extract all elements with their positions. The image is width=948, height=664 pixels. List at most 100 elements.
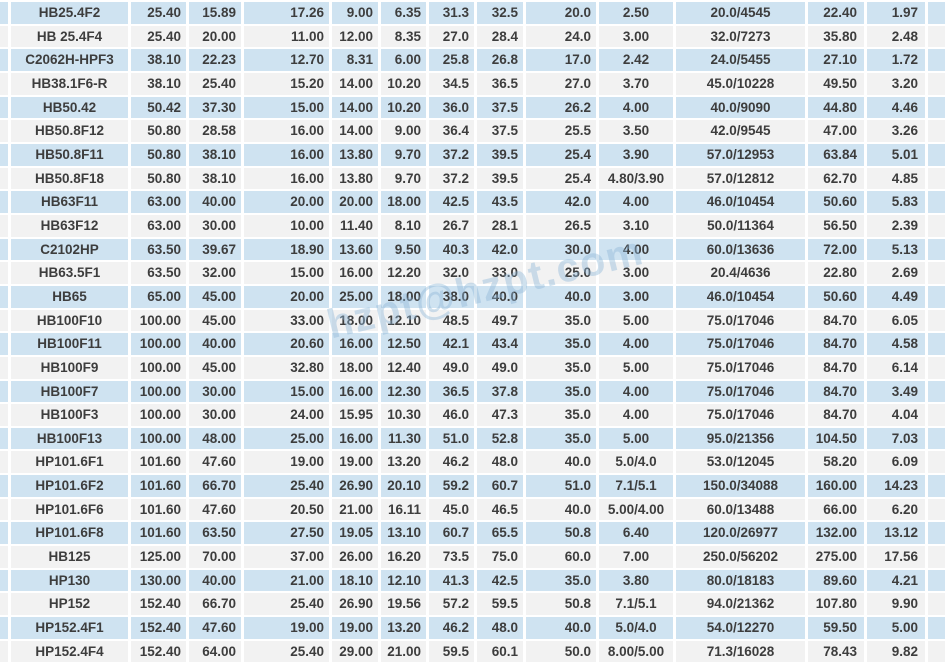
value-cell: 6.20: [867, 498, 925, 521]
table-row: HP130 130.00 40.00 21.00 18.10 12.10 41.3 42.5 3…: [0, 569, 945, 592]
table-row: HB100F9 100.00 45.00 32.80 18.00 12.40 49.0 49.…: [0, 356, 945, 379]
value-cell: 3.90: [599, 143, 673, 166]
value-cell: 152.40: [131, 617, 186, 639]
value-cell: 36.0: [429, 96, 474, 119]
value-cell: 16.00: [332, 380, 378, 403]
value-cell: 4.46: [867, 96, 925, 119]
value-cell: 42.0: [477, 238, 523, 261]
value-cell: 101.60: [131, 522, 186, 545]
value-cell: 3.26: [867, 120, 925, 142]
value-cell: 57.0/12953: [676, 143, 805, 166]
value-cell: 4.00: [599, 238, 673, 261]
cropped-right-cell: [928, 427, 945, 450]
value-cell: 4.80/3.90: [599, 167, 673, 190]
value-cell: 20.0: [526, 2, 596, 24]
value-cell: 26.7: [429, 214, 474, 237]
value-cell: 7.1/5.1: [599, 593, 673, 616]
value-cell: 101.60: [131, 451, 186, 474]
table-row: HB125 125.00 70.00 37.00 26.00 16.20 73.5 75.0 6…: [0, 546, 945, 568]
cropped-right-cell: [928, 49, 945, 71]
value-cell: 30.00: [189, 404, 241, 426]
value-cell: 75.0: [477, 546, 523, 568]
value-cell: 152.40: [131, 593, 186, 616]
value-cell: 3.00: [599, 262, 673, 284]
value-cell: 19.56: [381, 593, 426, 616]
value-cell: 11.30: [381, 427, 426, 450]
value-cell: 16.20: [381, 546, 426, 568]
value-cell: 45.00: [189, 285, 241, 308]
value-cell: 107.80: [808, 593, 864, 616]
cropped-left-cell: [0, 72, 8, 95]
cropped-right-cell: [928, 546, 945, 568]
value-cell: 40.0/9090: [676, 96, 805, 119]
value-cell: 46.0: [429, 404, 474, 426]
value-cell: 3.00: [599, 25, 673, 48]
value-cell: 2.50: [599, 2, 673, 24]
value-cell: 45.00: [189, 309, 241, 332]
model-cell: HP101.6F8: [11, 522, 128, 545]
value-cell: 42.5: [429, 191, 474, 213]
value-cell: 2.39: [867, 214, 925, 237]
value-cell: 49.50: [808, 72, 864, 95]
value-cell: 43.4: [477, 333, 523, 355]
value-cell: 16.00: [244, 167, 329, 190]
value-cell: 26.8: [477, 49, 523, 71]
value-cell: 1.72: [867, 49, 925, 71]
value-cell: 3.49: [867, 380, 925, 403]
value-cell: 10.20: [381, 72, 426, 95]
value-cell: 12.50: [381, 333, 426, 355]
value-cell: 40.0: [526, 285, 596, 308]
value-cell: 4.00: [599, 96, 673, 119]
model-cell: HP101.6F2: [11, 475, 128, 497]
cropped-left-cell: [0, 214, 8, 237]
value-cell: 18.00: [332, 356, 378, 379]
value-cell: 50.60: [808, 285, 864, 308]
cropped-left-cell: [0, 569, 8, 592]
cropped-right-cell: [928, 451, 945, 474]
value-cell: 49.0: [429, 356, 474, 379]
cropped-right-cell: [928, 498, 945, 521]
value-cell: 22.23: [189, 49, 241, 71]
value-cell: 9.50: [381, 238, 426, 261]
value-cell: 4.00: [599, 404, 673, 426]
model-cell: HB100F10: [11, 309, 128, 332]
cropped-right-cell: [928, 120, 945, 142]
value-cell: 104.50: [808, 427, 864, 450]
value-cell: 50.0/11364: [676, 214, 805, 237]
value-cell: 32.00: [189, 262, 241, 284]
value-cell: 49.0: [477, 356, 523, 379]
value-cell: 38.10: [131, 72, 186, 95]
value-cell: 9.00: [381, 120, 426, 142]
value-cell: 20.0/4545: [676, 2, 805, 24]
table-row: HP152.4F1 152.40 47.60 19.00 19.00 13.20 46.2 4…: [0, 617, 945, 639]
model-cell: HP152.4F1: [11, 617, 128, 639]
cropped-left-cell: [0, 451, 8, 474]
model-cell: HB50.8F18: [11, 167, 128, 190]
value-cell: 100.00: [131, 333, 186, 355]
cropped-right-cell: [928, 309, 945, 332]
value-cell: 17.26: [244, 2, 329, 24]
value-cell: 24.0/5455: [676, 49, 805, 71]
value-cell: 12.10: [381, 309, 426, 332]
value-cell: 35.0: [526, 309, 596, 332]
cropped-right-cell: [928, 262, 945, 284]
value-cell: 63.00: [131, 214, 186, 237]
value-cell: 50.80: [131, 143, 186, 166]
model-cell: HP101.6F1: [11, 451, 128, 474]
value-cell: 4.00: [599, 333, 673, 355]
table-row: HB 25.4F4 25.40 20.00 11.00 12.00 8.35 27.0 28.…: [0, 25, 945, 48]
value-cell: 60.0: [526, 546, 596, 568]
value-cell: 65.00: [131, 285, 186, 308]
value-cell: 26.5: [526, 214, 596, 237]
cropped-right-cell: [928, 522, 945, 545]
cropped-left-cell: [0, 498, 8, 521]
value-cell: 4.00: [599, 380, 673, 403]
value-cell: 39.5: [477, 167, 523, 190]
value-cell: 71.3/16028: [676, 640, 805, 663]
table-row: HB50.8F11 50.80 38.10 16.00 13.80 9.70 37.2 39.…: [0, 143, 945, 166]
value-cell: 46.5: [477, 498, 523, 521]
value-cell: 12.10: [381, 569, 426, 592]
value-cell: 46.0/10454: [676, 191, 805, 213]
value-cell: 3.20: [867, 72, 925, 95]
value-cell: 5.00: [599, 427, 673, 450]
